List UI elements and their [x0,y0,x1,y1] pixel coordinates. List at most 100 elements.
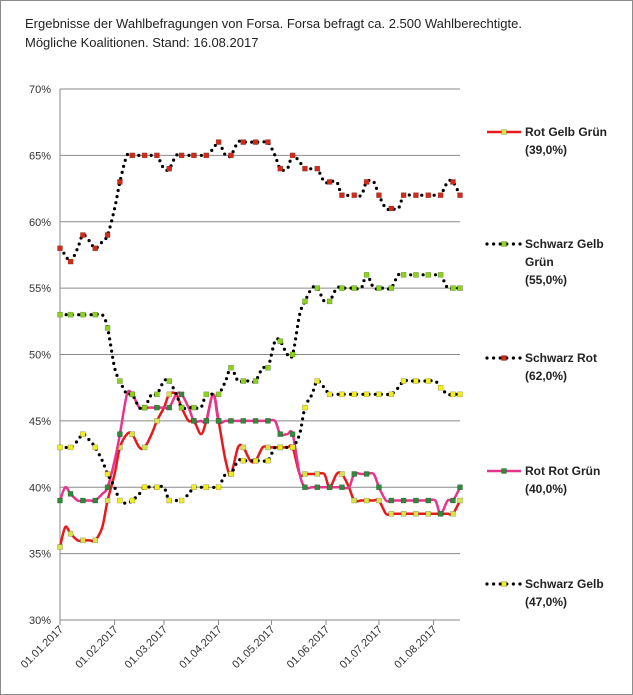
data-point [178,404,185,411]
data-point [314,165,321,172]
data-point [457,484,463,490]
data-point [203,418,210,424]
data-point [215,484,222,490]
data-point [388,511,395,517]
x-tick-label: 01.03.2017 [123,624,170,671]
data-point [425,192,432,198]
data-point [265,457,271,464]
data-point [413,272,419,278]
data-point [154,484,160,490]
data-point [400,378,407,384]
data-point [240,444,247,451]
data-point [339,192,345,198]
legend-label: Grün [525,255,554,269]
y-tick-label: 65% [29,150,51,162]
legend-item-schwarz-gelb: Schwarz Gelb (47,0%) [485,577,604,609]
data-point [450,391,456,398]
legend-value: (62,0%) [525,369,567,383]
legend-swatch-marker [501,129,507,135]
legend-value: (55,0%) [525,273,567,287]
legend-label: Rot Rot Grün [525,464,600,478]
data-point [450,511,456,517]
series-schwarz-gelb [57,378,463,505]
data-point [104,484,111,490]
data-point [400,272,407,278]
data-point [178,497,185,504]
series-schwarz-rot [57,139,463,265]
series-rot-gelb-gruen [57,391,463,550]
data-point [400,497,407,504]
data-point [289,152,296,159]
data-point [302,404,308,411]
data-point [191,152,197,159]
data-point [92,245,98,252]
series-rot-rot-gruen [57,389,463,517]
series-line-rot-gelb-gruen [58,391,462,548]
data-point [326,298,333,305]
gridlines [60,88,460,621]
x-tick-label: 01.02.2017 [73,624,120,671]
data-point [104,325,111,331]
data-point [339,285,345,291]
y-tick-label: 30% [29,615,51,627]
data-point [376,391,382,398]
data-point [388,497,395,504]
data-point [388,205,395,212]
data-point [129,497,135,504]
data-point [302,298,308,305]
data-point [363,497,370,504]
data-point [351,285,358,291]
data-point [117,497,123,504]
x-tick-label: 01.01.2017 [19,624,66,671]
data-point [265,139,271,145]
data-point [191,418,197,424]
data-point [141,404,148,411]
legend-item-rot-rot-gruen: Rot Rot Grün (40,0%) [487,464,600,496]
data-point [457,192,463,198]
legend-swatch-marker [501,355,507,361]
data-point [104,497,111,504]
legend-swatch-marker [501,581,507,587]
legend-value: (39,0%) [525,143,567,157]
data-point [425,378,432,384]
x-tick-label: 01.05.2017 [230,624,277,671]
legend-value: (47,0%) [525,595,567,609]
data-point [92,537,98,544]
data-point [351,391,358,398]
data-point [215,418,222,424]
data-point [339,391,345,398]
data-point [92,444,98,451]
data-point [92,497,98,504]
data-point [67,491,74,497]
series-line-schwarz-gelb-gruen [58,272,462,411]
data-point [166,391,173,398]
y-tick-label: 60% [29,217,51,229]
data-point [80,431,86,437]
data-point [400,511,407,517]
data-point [203,484,210,490]
data-point [376,192,382,198]
data-point [228,471,234,477]
data-point [203,391,210,398]
chart-title: Ergebnisse der Wahlbefragungen von Forsa… [25,14,522,52]
data-point [351,497,358,504]
data-point [302,471,308,477]
data-point [351,192,358,198]
data-point [289,431,296,437]
y-tick-label: 55% [29,283,51,295]
data-point [400,192,407,198]
data-point [129,391,135,398]
data-point [302,165,308,172]
data-point [154,404,160,411]
data-point [166,497,173,504]
data-point [413,511,419,517]
data-point [67,444,74,451]
data-point [191,484,197,490]
x-tick-label: 01.07.2017 [338,624,385,671]
data-point [141,444,148,451]
data-point [425,511,432,517]
data-point [425,272,432,278]
x-tick-label: 01.04.2017 [177,624,224,671]
data-point [326,484,333,490]
